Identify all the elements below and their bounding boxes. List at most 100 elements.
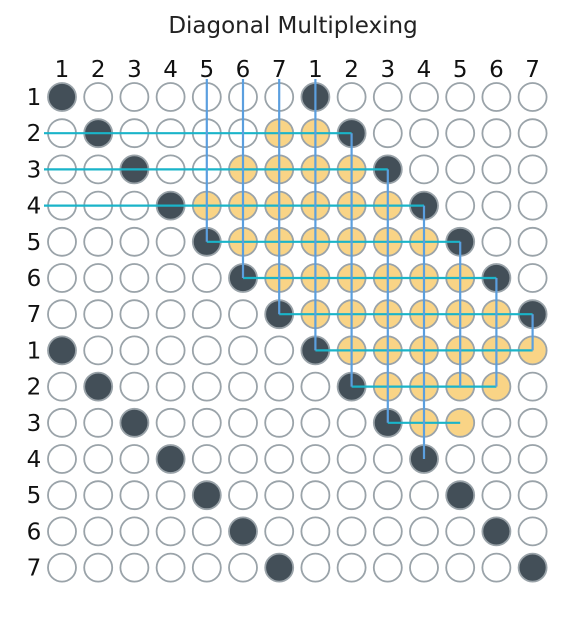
led-off [517,118,548,149]
led-off [155,299,186,330]
led-off [119,335,150,366]
column-label: 6 [489,57,504,83]
led-on [264,552,295,583]
led-off [191,444,222,474]
led-off [517,190,548,221]
led-off [336,407,367,438]
led-off [481,154,512,185]
row-label: 1 [27,338,42,364]
led-off [372,118,403,149]
led-off [517,407,548,438]
led-off [481,190,512,221]
led-off [155,335,186,366]
led-off [336,82,367,112]
led-on [155,444,186,474]
led-off [517,82,548,112]
led-off [47,516,77,547]
led-off [264,335,295,366]
led-off [155,552,186,583]
row-label: 2 [27,121,42,147]
led-off [47,299,77,330]
led-off [481,82,512,112]
led-grid [47,82,548,583]
row-label: 3 [27,157,42,183]
led-on [47,82,77,112]
led-off [191,335,222,366]
led-off [155,371,186,402]
led-off [300,516,331,547]
led-off [155,263,186,293]
led-off [119,82,150,112]
led-off [409,82,439,112]
column-label: 1 [308,57,323,83]
led-off [300,371,331,402]
led-off [445,444,476,474]
led-on [445,480,476,511]
led-off [119,516,150,547]
led-off [155,516,186,547]
led-off [119,480,150,511]
diagram-title: Diagonal Multiplexing [168,13,417,39]
led-off [83,82,114,112]
led-off [300,407,331,438]
led-off [409,516,439,547]
led-off [481,480,512,511]
led-on [119,407,150,438]
column-label: 7 [272,57,287,83]
led-off [191,407,222,438]
led-off [300,552,331,583]
led-off [300,480,331,511]
led-off [409,154,439,185]
led-off [445,154,476,185]
led-off [83,299,114,330]
led-off [517,154,548,185]
row-label: 7 [27,302,42,328]
column-label: 7 [525,57,540,83]
led-off [228,371,258,402]
led-off [191,263,222,293]
column-label: 4 [417,57,432,83]
led-off [119,263,150,293]
led-off [481,226,512,257]
led-off [409,480,439,511]
led-off [228,552,258,583]
led-off [119,299,150,330]
column-label: 5 [199,57,214,83]
led-off [47,444,77,474]
column-label: 3 [380,57,395,83]
led-off [409,118,439,149]
led-off [47,480,77,511]
led-off [155,82,186,112]
led-off [481,118,512,149]
row-label: 5 [27,483,42,509]
led-off [83,263,114,293]
row-label: 6 [27,266,42,292]
row-label: 6 [27,519,42,545]
column-label: 1 [55,57,70,83]
row-label: 4 [27,447,42,473]
led-off [336,516,367,547]
led-off [119,444,150,474]
row-label: 5 [27,230,42,256]
led-off [372,444,403,474]
led-off [83,335,114,366]
led-off [517,263,548,293]
wire-layer [44,79,534,459]
led-off [336,480,367,511]
led-off [155,226,186,257]
row-label: 7 [27,556,42,582]
led-off [264,371,295,402]
led-off [119,371,150,402]
column-label: 5 [453,57,468,83]
led-off [336,552,367,583]
led-off [191,516,222,547]
led-off [228,480,258,511]
led-off [517,516,548,547]
led-off [481,407,512,438]
led-off [264,480,295,511]
led-off [228,407,258,438]
led-off [445,552,476,583]
column-label: 3 [127,57,142,83]
column-label: 2 [344,57,359,83]
